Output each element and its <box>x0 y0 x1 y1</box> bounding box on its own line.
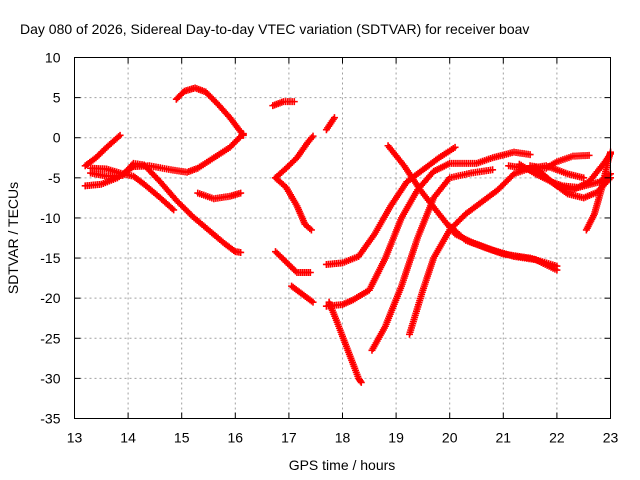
x-tick-label: 20 <box>442 430 458 446</box>
data-point <box>357 378 365 386</box>
y-tick-label: -25 <box>40 330 60 346</box>
x-tick-label: 23 <box>603 430 619 446</box>
x-tick-label: 15 <box>174 430 190 446</box>
plot-area <box>81 84 614 386</box>
data-point <box>489 166 497 174</box>
series-track-10 <box>272 248 314 276</box>
data-point <box>306 268 314 276</box>
series-track-15 <box>322 148 534 310</box>
data-point <box>170 206 178 214</box>
data-point <box>237 248 245 256</box>
series-track-3 <box>87 159 245 256</box>
y-tick-label: -20 <box>40 290 60 306</box>
series-track-1 <box>81 131 124 170</box>
series-track-11 <box>288 282 317 306</box>
data-point <box>128 161 136 169</box>
x-tick-label: 16 <box>228 430 244 446</box>
series-track-7 <box>269 98 298 110</box>
data-point <box>230 246 238 254</box>
x-tick-label: 22 <box>549 430 565 446</box>
data-point <box>115 133 123 141</box>
x-tick-label: 19 <box>388 430 404 446</box>
series-track-14 <box>322 143 459 268</box>
x-tick-label: 21 <box>496 430 512 446</box>
data-point <box>585 151 593 159</box>
chart-title: Day 080 of 2026, Sidereal Day-to-day VTE… <box>20 21 529 37</box>
data-point <box>451 143 459 151</box>
series-track-24 <box>582 148 614 234</box>
y-tick-label: -10 <box>40 210 60 226</box>
y-tick-label: -5 <box>48 170 61 186</box>
data-point <box>553 262 561 270</box>
series-track-4 <box>87 164 178 214</box>
data-point <box>309 132 317 140</box>
y-axis-label: SDTVAR / TECUs <box>5 182 21 294</box>
series-track-16 <box>368 166 497 354</box>
data-point <box>168 205 176 213</box>
series-track-12 <box>322 114 338 134</box>
x-tick-label: 18 <box>335 430 351 446</box>
data-point <box>291 267 299 275</box>
data-point <box>237 189 245 197</box>
x-tick-label: 13 <box>67 430 83 446</box>
series-track-5 <box>172 84 247 139</box>
data-point <box>239 131 247 139</box>
y-tick-label: 5 <box>53 90 61 106</box>
data-point <box>307 297 315 305</box>
axis-ticks: 13 14 15 16 17 18 19 20 21 22 23 10 5 0 -5 -10 -15 -20 -25… <box>40 50 618 446</box>
x-axis-label: GPS time / hours <box>289 457 396 473</box>
series-track-9 <box>272 174 315 234</box>
y-tick-label: -35 <box>40 411 60 427</box>
series-track-6 <box>194 189 245 203</box>
data-point <box>116 131 124 139</box>
data-point <box>330 114 338 122</box>
series-track-8 <box>272 132 317 182</box>
y-tick-label: -30 <box>40 370 60 386</box>
x-tick-label: 17 <box>281 430 297 446</box>
x-tick-label: 14 <box>120 430 136 446</box>
data-point <box>307 226 315 234</box>
data-point <box>580 174 588 182</box>
data-point <box>356 377 364 385</box>
y-tick-label: 10 <box>45 50 61 66</box>
series-track-13 <box>325 298 365 386</box>
data-point <box>526 151 534 159</box>
data-point <box>290 98 298 106</box>
y-tick-label: -15 <box>40 250 60 266</box>
series-track-19 <box>446 222 561 270</box>
data-point <box>309 298 317 306</box>
y-tick-label: 0 <box>53 130 61 146</box>
